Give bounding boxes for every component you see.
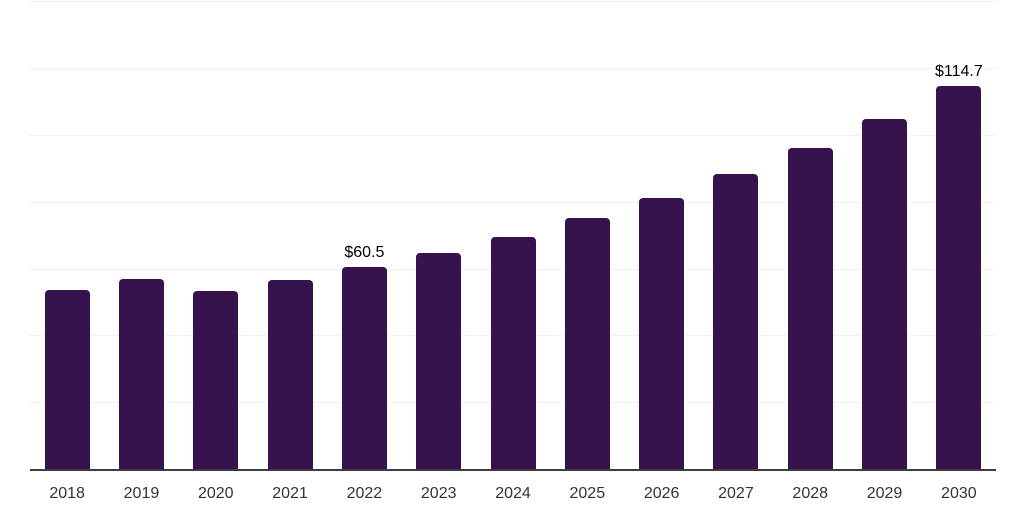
x-tick-label-2020: 2020	[197, 485, 234, 502]
x-tick-label-2018: 2018	[49, 485, 85, 502]
x-tick-label-2025: 2025	[569, 485, 606, 502]
bar-2019	[118, 279, 164, 470]
x-tick-label-2027: 2027	[718, 485, 754, 502]
x-tick-label-2024: 2024	[495, 485, 531, 502]
bar-2020	[193, 290, 239, 470]
x-tick-label-2022: 2022	[346, 485, 383, 502]
gridline-120	[30, 68, 996, 70]
gridline-80	[30, 201, 996, 203]
x-tick-label-2028: 2028	[792, 485, 829, 502]
x-tick-label-2030: 2030	[941, 485, 977, 502]
x-axis-line	[30, 469, 996, 471]
x-tick-label-2029: 2029	[866, 485, 903, 502]
bar-2018	[44, 289, 90, 470]
value-label-2022: $60.5	[344, 244, 385, 262]
x-tick-label-2023: 2023	[420, 485, 457, 502]
x-tick-label-2026: 2026	[643, 485, 680, 502]
value-label-2030: $114.7	[934, 63, 983, 81]
bar-2024	[490, 236, 536, 470]
bar-2027	[713, 173, 759, 470]
x-tick-label-2019: 2019	[123, 485, 160, 502]
bar-2022	[341, 267, 387, 470]
bar-2026	[639, 197, 685, 470]
bar-2023	[416, 253, 462, 470]
bar-2021	[267, 280, 313, 470]
x-tick-label-2021: 2021	[272, 485, 308, 502]
bar-2030	[936, 86, 982, 470]
gridline-100	[30, 135, 996, 136]
bar-2029	[862, 119, 908, 470]
gridline-140	[30, 1, 996, 3]
bar-2028	[787, 148, 833, 470]
bar-2025	[564, 218, 610, 470]
